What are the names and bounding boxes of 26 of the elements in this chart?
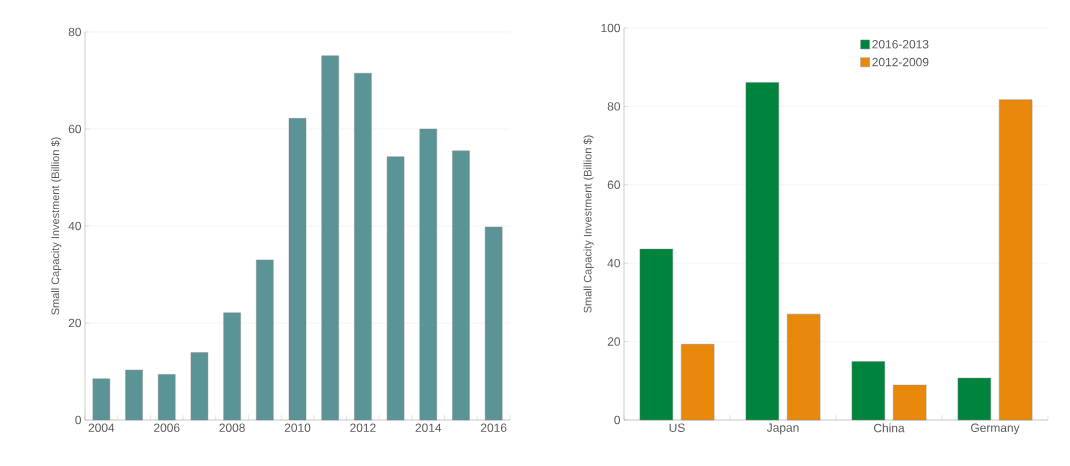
- x-tick-label: US: [669, 423, 685, 432]
- y-tick-label: 80: [68, 27, 82, 37]
- legend-label: 2012-2009: [872, 57, 929, 67]
- y-axis-title: Small Capacity Investment (Billion $): [583, 135, 594, 313]
- y-tick-label: 100: [601, 23, 621, 33]
- y-tick-label: 20: [68, 318, 82, 328]
- y-tick-label: 0: [75, 415, 82, 425]
- x-tick-label: 2004: [88, 423, 115, 432]
- y-tick-label: 60: [607, 180, 621, 190]
- x-tick-label: 2010: [284, 423, 311, 432]
- y-tick-label: 60: [68, 124, 82, 134]
- y-tick-label: 0: [614, 415, 621, 425]
- x-tick-label: 2016: [480, 423, 507, 432]
- y-tick-label: 40: [607, 258, 621, 268]
- y-tick-label: 40: [68, 221, 82, 231]
- y-tick-label: 80: [607, 102, 621, 111]
- x-tick-label: 2012: [350, 423, 376, 432]
- y-axis-title: Small Capacity Investment (Billion $): [50, 137, 62, 315]
- x-tick-label: China: [874, 423, 905, 433]
- y-tick-label: 20: [607, 337, 621, 346]
- x-tick-label: Germany: [971, 423, 1020, 435]
- legend-label: 2016-2013: [872, 40, 929, 49]
- x-tick-label: Japan: [766, 423, 799, 435]
- x-tick-label: 2014: [415, 423, 442, 432]
- x-tick-label: 2006: [154, 423, 180, 432]
- x-tick-label: 2008: [219, 423, 245, 432]
